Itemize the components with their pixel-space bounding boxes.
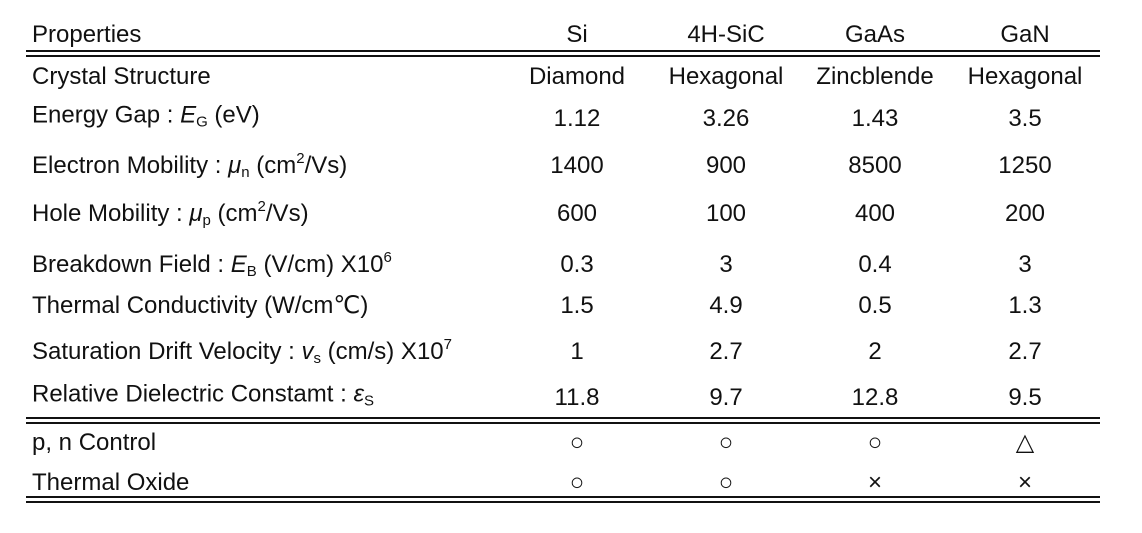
value-cell: ○: [569, 469, 585, 496]
row-label: Breakdown Field : EB (V/cm) X106: [32, 243, 392, 287]
label-part: B: [246, 263, 257, 280]
value-cell: 100: [705, 200, 747, 227]
row-label: Thermal Conductivity (W/cm℃): [32, 291, 368, 321]
header-cell: GaN: [1000, 21, 1050, 48]
value-cell: 1.5: [560, 292, 594, 319]
label-part: Breakdown Field :: [32, 251, 231, 278]
value-cell: Hexagonal: [668, 63, 784, 90]
value-cell: 9.5: [1008, 384, 1042, 411]
value-cell: 1250: [998, 152, 1052, 179]
label-part: s: [313, 350, 321, 367]
value-cell: 2: [868, 338, 882, 365]
label-part: Crystal Structure: [32, 63, 211, 90]
value-cell: Diamond: [528, 63, 626, 90]
value-cell: 0.4: [858, 251, 892, 278]
rule: [26, 501, 1100, 503]
value-cell: Zincblende: [816, 63, 934, 90]
rule: [26, 417, 1100, 419]
value-cell: 1.12: [553, 105, 601, 132]
label-part: p, n Control: [32, 429, 157, 456]
value-cell: ×: [867, 469, 883, 496]
value-cell: 9.7: [709, 384, 743, 411]
label-part: Relative Dielectric Constamt :: [32, 380, 354, 408]
label-part: E: [230, 251, 247, 278]
value-cell: 3.26: [702, 105, 750, 132]
label-part: (eV): [207, 101, 260, 129]
value-cell: 12.8: [851, 384, 899, 411]
value-cell: 0.5: [858, 292, 892, 319]
value-cell: 1: [570, 338, 584, 365]
label-part: (cm: [210, 200, 258, 227]
label-part: v: [301, 338, 314, 365]
row-label: p, n Control: [32, 428, 156, 458]
value-cell: ○: [569, 429, 585, 456]
value-cell: 3: [1018, 251, 1032, 278]
value-cell: 1.3: [1008, 292, 1042, 319]
header-cell: Si: [566, 21, 588, 48]
rule: [26, 496, 1100, 498]
value-cell: 2.7: [709, 338, 743, 365]
row-label: Hole Mobility : μp (cm2/Vs): [32, 192, 309, 236]
label-part: (cm: [249, 152, 297, 179]
value-cell: ○: [718, 469, 734, 496]
label-part: Thermal Oxide: [32, 469, 190, 496]
label-part: (V/cm) X10: [256, 251, 384, 278]
label-part: Energy Gap :: [32, 101, 181, 129]
header-cell: Properties: [32, 21, 142, 48]
value-cell: 1.43: [851, 105, 899, 132]
label-part: G: [196, 113, 208, 131]
label-part: μ: [228, 152, 242, 179]
value-cell: 2.7: [1008, 338, 1042, 365]
value-cell: 8500: [848, 152, 902, 179]
value-cell: 3: [719, 251, 733, 278]
header-cell: GaAs: [844, 21, 906, 48]
label-part: S: [363, 392, 374, 410]
value-cell: 11.8: [554, 384, 600, 411]
value-cell: 600: [556, 200, 598, 227]
row-label: Electron Mobility : μn (cm2/Vs): [32, 144, 347, 188]
label-part: μ: [189, 200, 203, 227]
value-cell: Hexagonal: [967, 63, 1083, 90]
row-label: Thermal Oxide: [32, 468, 189, 498]
label-part: E: [180, 101, 197, 129]
value-cell: 3.5: [1008, 105, 1042, 132]
label-part: 2: [257, 198, 266, 215]
label-part: Thermal Conductivity (W/cm℃): [32, 292, 369, 319]
row-label: Energy Gap : EG (eV): [32, 101, 260, 138]
value-cell: 4.9: [709, 292, 743, 319]
label-part: p: [202, 212, 211, 229]
label-part: /Vs): [265, 200, 309, 227]
value-cell: 400: [854, 200, 896, 227]
row-label: Saturation Drift Velocity : vs (cm/s) X1…: [32, 330, 452, 374]
value-cell: 1400: [550, 152, 604, 179]
header-cell: 4H-SiC: [687, 21, 765, 48]
label-part: Hole Mobility :: [32, 200, 190, 227]
label-part: Saturation Drift Velocity :: [32, 338, 302, 365]
rule: [26, 422, 1100, 424]
value-cell: ○: [718, 429, 734, 456]
label-part: 6: [383, 249, 392, 266]
value-cell: ×: [1017, 469, 1033, 496]
label-part: n: [241, 164, 250, 181]
label-part: ε: [353, 380, 364, 408]
value-cell: 200: [1004, 200, 1046, 227]
row-label: Crystal Structure: [32, 62, 211, 92]
rule: [26, 50, 1100, 52]
rule: [26, 55, 1100, 57]
label-part: Electron Mobility :: [32, 152, 229, 179]
value-cell: △: [1015, 429, 1035, 456]
label-part: 7: [443, 336, 452, 353]
label-part: 2: [296, 150, 305, 167]
value-cell: ○: [867, 429, 883, 456]
value-cell: 900: [705, 152, 747, 179]
label-part: /Vs): [304, 152, 348, 179]
row-label: Relative Dielectric Constamt : εS: [32, 380, 374, 417]
value-cell: 0.3: [560, 251, 594, 278]
label-part: (cm/s) X10: [320, 338, 444, 365]
